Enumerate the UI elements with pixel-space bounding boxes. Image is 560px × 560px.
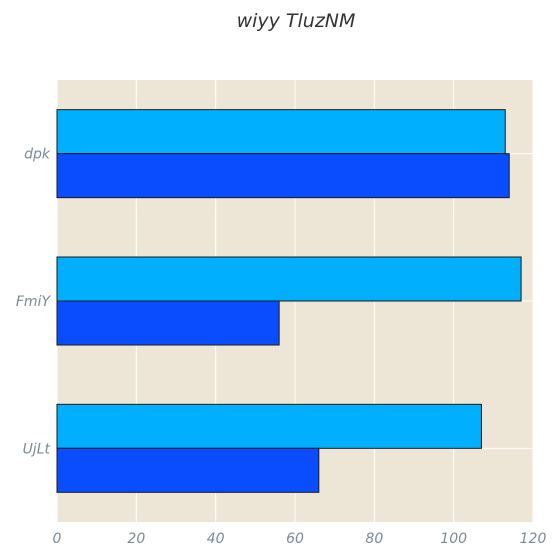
x-tick-label: 100 (440, 531, 467, 547)
bars (56, 109, 522, 493)
y-tick-label: dpk (24, 147, 51, 163)
bar-FmiY-series-1 (56, 256, 522, 302)
x-tick-label: 120 (520, 531, 547, 547)
bar-dpk-series-2 (56, 153, 510, 199)
x-tick-label: 0 (53, 531, 62, 547)
bar-dpk-series-1 (56, 109, 506, 155)
y-tick-labels: dpk FmiY UjLt (16, 147, 52, 458)
bar-FmiY-series-2 (56, 300, 280, 346)
x-tick-labels: 0 20 40 60 80 100 120 (53, 531, 547, 547)
x-tick-label: 60 (286, 531, 304, 547)
bar-UjLt-series-1 (56, 403, 482, 449)
chart-title: wiyy TluzNM (236, 10, 356, 32)
y-tick-label: FmiY (16, 294, 52, 310)
x-tick-label: 20 (127, 531, 145, 547)
y-tick-label: UjLt (23, 441, 51, 457)
bar-UjLt-series-2 (56, 447, 320, 493)
x-tick-label: 80 (365, 531, 383, 547)
x-tick-label: 40 (207, 531, 225, 547)
